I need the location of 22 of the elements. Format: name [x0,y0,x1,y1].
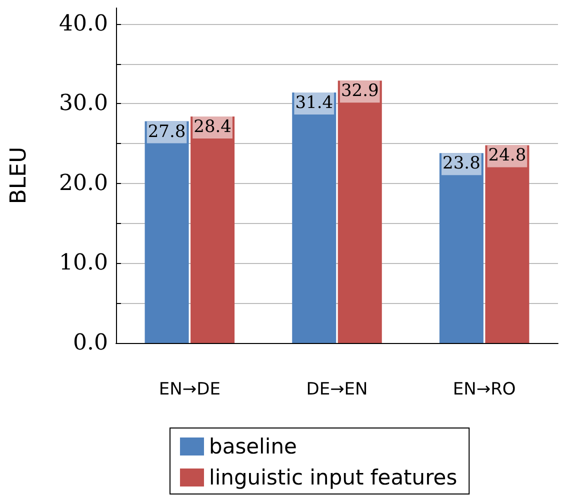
y-tick-label: 30.0 [59,91,108,116]
y-tick-label: 40.0 [59,11,108,36]
bar [292,92,336,343]
data-label: 27.8 [148,122,186,142]
bar [338,80,382,343]
y-axis-title: BLEU [6,146,32,204]
data-label: 32.9 [340,81,379,102]
bar [190,116,235,343]
data-label: 31.4 [295,93,334,114]
data-label: 24.8 [488,146,526,166]
legend-label: linguistic input features [209,466,458,490]
x-tick-label: DE→EN [306,380,368,400]
data-label: 23.8 [442,154,480,174]
x-tick-label: EN→DE [158,380,220,400]
y-tick-label: 0.0 [73,330,108,356]
bar [485,145,530,343]
x-tick-label: EN→RO [452,380,516,400]
data-label: 28.4 [194,116,232,137]
y-tick-label: 20.0 [59,170,108,196]
legend-label: baseline [209,434,297,458]
bar [144,121,189,343]
y-tick-label: 10.0 [59,250,108,276]
